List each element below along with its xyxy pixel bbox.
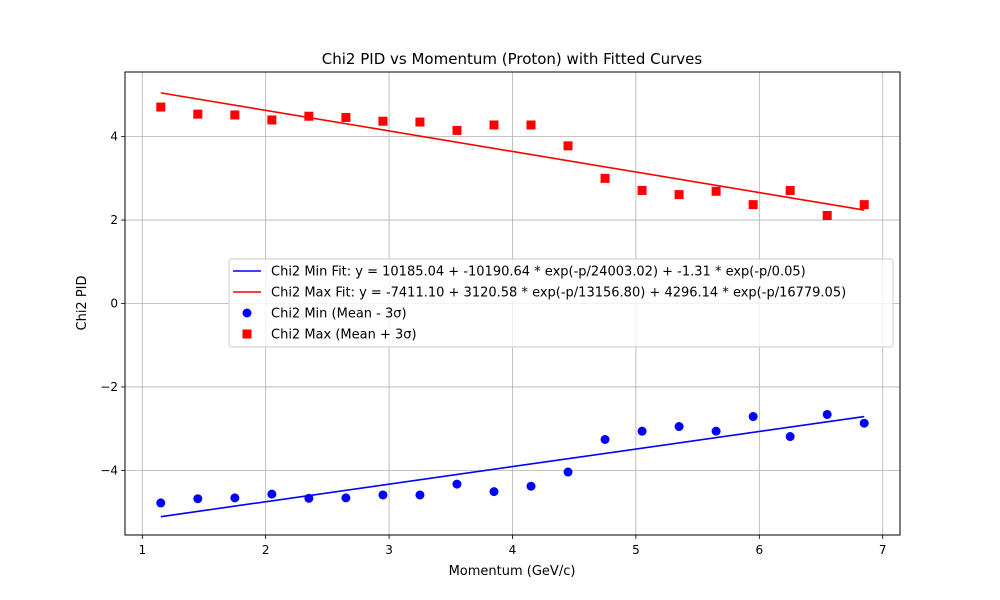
scatter-markers	[156, 102, 869, 508]
data-point-max	[156, 102, 166, 112]
y-tick-label: −2	[100, 380, 118, 394]
legend-label: Chi2 Max (Mean + 3σ)	[271, 328, 417, 343]
data-point-max	[193, 109, 203, 119]
y-tick-label: 2	[110, 213, 118, 227]
data-point-max	[563, 141, 573, 151]
data-point-max	[637, 185, 647, 195]
data-point-min	[637, 426, 647, 436]
x-tick-label: 1	[138, 543, 146, 557]
data-point-max	[489, 120, 499, 130]
data-point-min	[563, 467, 573, 477]
data-point-max	[859, 200, 869, 210]
legend-label: Chi2 Max Fit: y = -7411.10 + 3120.58 * e…	[271, 286, 846, 301]
data-point-min	[378, 490, 388, 500]
chart-title: Chi2 PID vs Momentum (Proton) with Fitte…	[322, 50, 703, 68]
x-axis-label: Momentum (GeV/c)	[449, 564, 576, 579]
data-point-min	[341, 493, 351, 503]
data-point-max	[378, 116, 388, 126]
data-point-min	[267, 489, 277, 499]
data-point-min	[193, 494, 203, 504]
x-tick-label: 2	[262, 543, 270, 557]
fit-line-1	[160, 92, 865, 211]
data-point-max	[267, 115, 277, 125]
data-point-max	[711, 186, 721, 196]
data-point-max	[452, 125, 462, 135]
data-point-min	[489, 487, 499, 497]
data-point-min	[600, 434, 610, 444]
x-tick-label: 6	[755, 543, 763, 557]
legend-square-swatch	[242, 329, 252, 339]
legend: Chi2 Min Fit: y = 10185.04 + -10190.64 *…	[228, 258, 894, 348]
data-point-max	[341, 112, 351, 122]
data-point-min	[711, 426, 721, 436]
data-point-max	[304, 111, 314, 121]
legend-box	[228, 258, 894, 348]
data-point-max	[415, 117, 425, 127]
data-point-min	[230, 493, 240, 503]
data-point-min	[526, 481, 536, 491]
y-tick-label: 0	[110, 297, 118, 311]
data-point-min	[304, 493, 314, 503]
data-point-min	[822, 409, 832, 419]
data-point-min	[674, 422, 684, 432]
data-point-max	[230, 110, 240, 120]
data-point-max	[600, 173, 610, 183]
x-tick-label: 7	[879, 543, 887, 557]
data-point-min	[859, 418, 869, 428]
data-point-min	[156, 498, 166, 508]
y-axis-label: Chi2 PID	[75, 275, 90, 330]
y-tick-label: 4	[110, 130, 118, 144]
fit-line-0	[160, 415, 865, 518]
y-tick-label: −4	[100, 463, 118, 477]
data-point-max	[526, 120, 536, 130]
legend-label: Chi2 Min Fit: y = 10185.04 + -10190.64 *…	[271, 265, 806, 280]
data-point-max	[822, 210, 832, 220]
data-point-max	[785, 185, 795, 195]
data-point-min	[748, 412, 758, 422]
data-point-min	[415, 490, 425, 500]
legend-circle-swatch	[242, 308, 252, 318]
data-point-min	[452, 479, 462, 489]
x-tick-label: 3	[385, 543, 393, 557]
x-tick-label: 5	[632, 543, 640, 557]
data-point-max	[748, 200, 758, 210]
legend-label: Chi2 Min (Mean - 3σ)	[271, 307, 407, 322]
fit-lines	[160, 92, 865, 518]
data-point-min	[785, 432, 795, 442]
data-point-max	[674, 190, 684, 200]
x-tick-label: 4	[509, 543, 517, 557]
axis-ticks: 1 2 3 4 5 6 7 −4 −2 0 2 4	[100, 130, 886, 557]
